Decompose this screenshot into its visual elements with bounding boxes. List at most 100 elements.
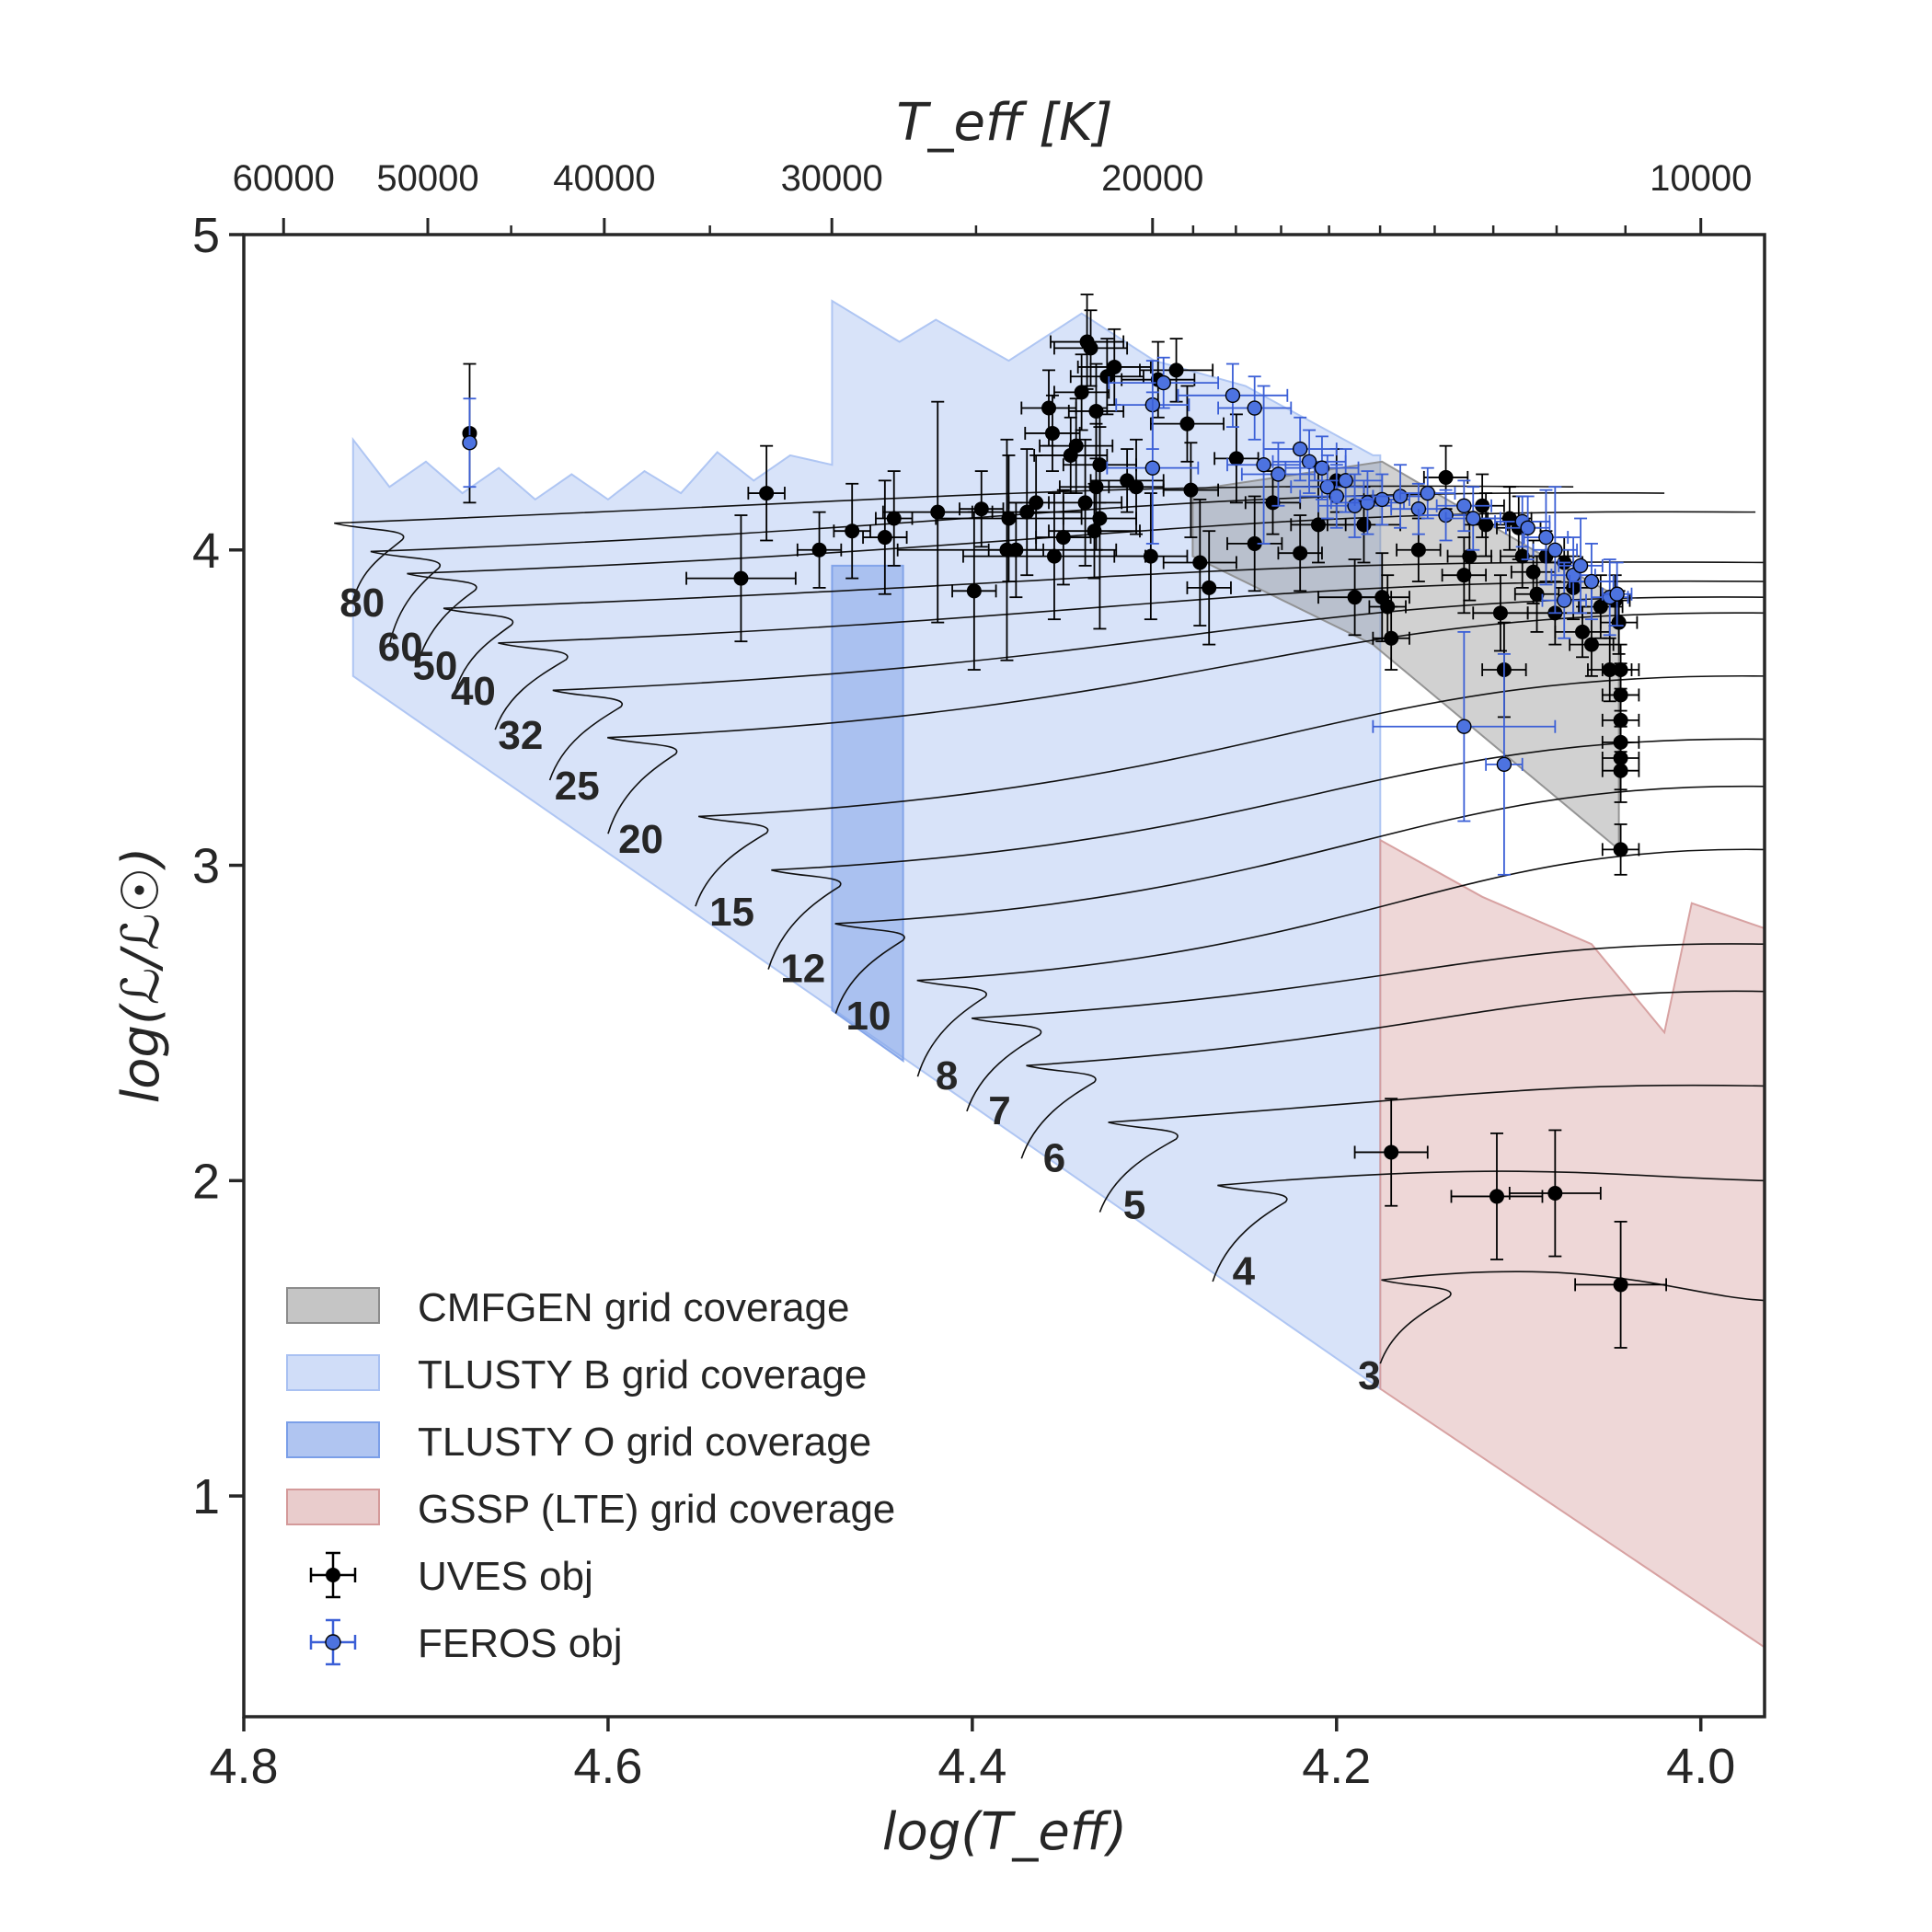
legend-swatch: [286, 1421, 380, 1458]
mass-label-40: 40: [451, 669, 496, 714]
data-point: [1372, 605, 1410, 671]
data-point: [1444, 486, 1501, 551]
data-point: [1601, 823, 1640, 876]
observed-stars: [462, 293, 1667, 1349]
data-point: [1504, 495, 1551, 560]
data-point: [1513, 555, 1560, 633]
data-point: [935, 454, 1083, 582]
track-4-msun: [1212, 1170, 1765, 1282]
legend-swatch: [286, 1287, 380, 1324]
top-x-tick-label: 50000: [376, 158, 478, 199]
x-tick-label: 4.0: [1666, 1739, 1735, 1794]
data-point: [1106, 391, 1200, 545]
mass-label-7: 7: [988, 1088, 1010, 1133]
y-tick-label: 5: [192, 208, 220, 263]
data-point: [1067, 362, 1125, 460]
data-point: [1048, 482, 1141, 580]
track-3-msun: [1379, 1271, 1765, 1364]
data-point: [1532, 486, 1578, 615]
region-gssp-lte-grid-coverage: [1379, 838, 1765, 1649]
data-point: [1162, 442, 1220, 538]
data-point: [747, 444, 786, 542]
mass-label-60: 60: [378, 625, 423, 670]
data-point: [685, 514, 797, 643]
legend-label: TLUSTY O grid coverage: [418, 1420, 871, 1465]
legend-marker: [309, 1551, 357, 1599]
mass-label-20: 20: [618, 817, 663, 862]
track-80-msun: [334, 485, 1574, 601]
data-point: [1422, 444, 1469, 511]
track-8-msun: [916, 848, 1765, 1077]
x-tick-label: 4.6: [573, 1739, 642, 1794]
track-15-msun: [695, 674, 1765, 907]
mass-label-80: 80: [339, 581, 385, 626]
data-point: [1113, 492, 1189, 621]
data-point: [1523, 489, 1570, 586]
legend-label: CMFGEN grid coverage: [418, 1285, 849, 1330]
y-tick-label: 4: [192, 523, 220, 579]
data-point: [1076, 328, 1152, 406]
data-point: [1217, 375, 1293, 441]
legend-label: FEROS obj: [418, 1621, 623, 1666]
mass-label-8: 8: [936, 1053, 958, 1098]
legend-entry: UVES obj: [309, 1551, 593, 1599]
top-x-axis-title: T_eff [K]: [896, 93, 1112, 153]
mass-label-50: 50: [412, 644, 457, 689]
y-axis-title: log(ℒ/ℒ☉): [111, 847, 171, 1104]
track-7-msun: [966, 943, 1765, 1112]
x-tick-label: 4.2: [1302, 1739, 1371, 1794]
legend-label: TLUSTY B grid coverage: [418, 1352, 867, 1397]
legend-entry: FEROS obj: [309, 1618, 623, 1666]
data-point: [1574, 1220, 1667, 1349]
mass-label-6: 6: [1043, 1135, 1065, 1180]
data-point: [1226, 385, 1302, 545]
mass-label-5: 5: [1123, 1183, 1145, 1228]
legend-label: UVES obj: [418, 1554, 593, 1599]
data-point: [875, 470, 914, 567]
data-point: [1485, 652, 1524, 876]
data-point: [1541, 561, 1587, 639]
data-point: [1308, 448, 1384, 513]
data-point: [862, 479, 908, 595]
mass-label-15: 15: [709, 890, 754, 935]
data-point: [1139, 338, 1214, 403]
data-point: [1262, 416, 1338, 482]
data-point: [1108, 356, 1220, 409]
data-point: [796, 511, 843, 589]
data-point: [1435, 479, 1492, 533]
data-point: [1162, 499, 1237, 627]
data-point: [1290, 454, 1365, 520]
data-point: [1450, 1132, 1544, 1260]
top-x-tick-label: 10000: [1650, 158, 1752, 199]
legend-label: GSSP (LTE) grid coverage: [418, 1487, 895, 1532]
legend-entry: GSSP (LTE) grid coverage: [286, 1487, 895, 1532]
top-x-tick-label: 60000: [233, 158, 335, 199]
y-tick-label: 1: [192, 1469, 220, 1524]
y-tick-label: 3: [192, 839, 220, 894]
data-point: [1069, 338, 1144, 416]
data-point: [1601, 738, 1640, 803]
mass-label-12: 12: [780, 947, 825, 992]
data-point: [1494, 495, 1551, 548]
data-point: [1149, 385, 1225, 463]
legend-entry: TLUSTY B grid coverage: [286, 1352, 867, 1397]
mass-label-25: 25: [555, 764, 600, 809]
track-20-msun: [607, 612, 1765, 834]
legend-entry: CMFGEN grid coverage: [286, 1285, 849, 1330]
track-12-msun: [767, 738, 1765, 970]
data-point: [951, 511, 997, 671]
track-5-msun: [1098, 1084, 1765, 1213]
track-10-msun: [834, 785, 1765, 1014]
legend-marker: [309, 1618, 357, 1666]
legend-swatch: [286, 1354, 380, 1391]
legend-entry: TLUSTY O grid coverage: [286, 1420, 871, 1465]
data-point: [1399, 466, 1456, 520]
x-tick-label: 4.4: [937, 1739, 1006, 1794]
mass-label-4: 4: [1233, 1249, 1256, 1294]
legend: CMFGEN grid coverage TLUSTY B grid covera…: [286, 1285, 895, 1666]
data-point: [1053, 309, 1129, 387]
data-point: [1177, 362, 1289, 428]
data-point: [1226, 495, 1283, 592]
